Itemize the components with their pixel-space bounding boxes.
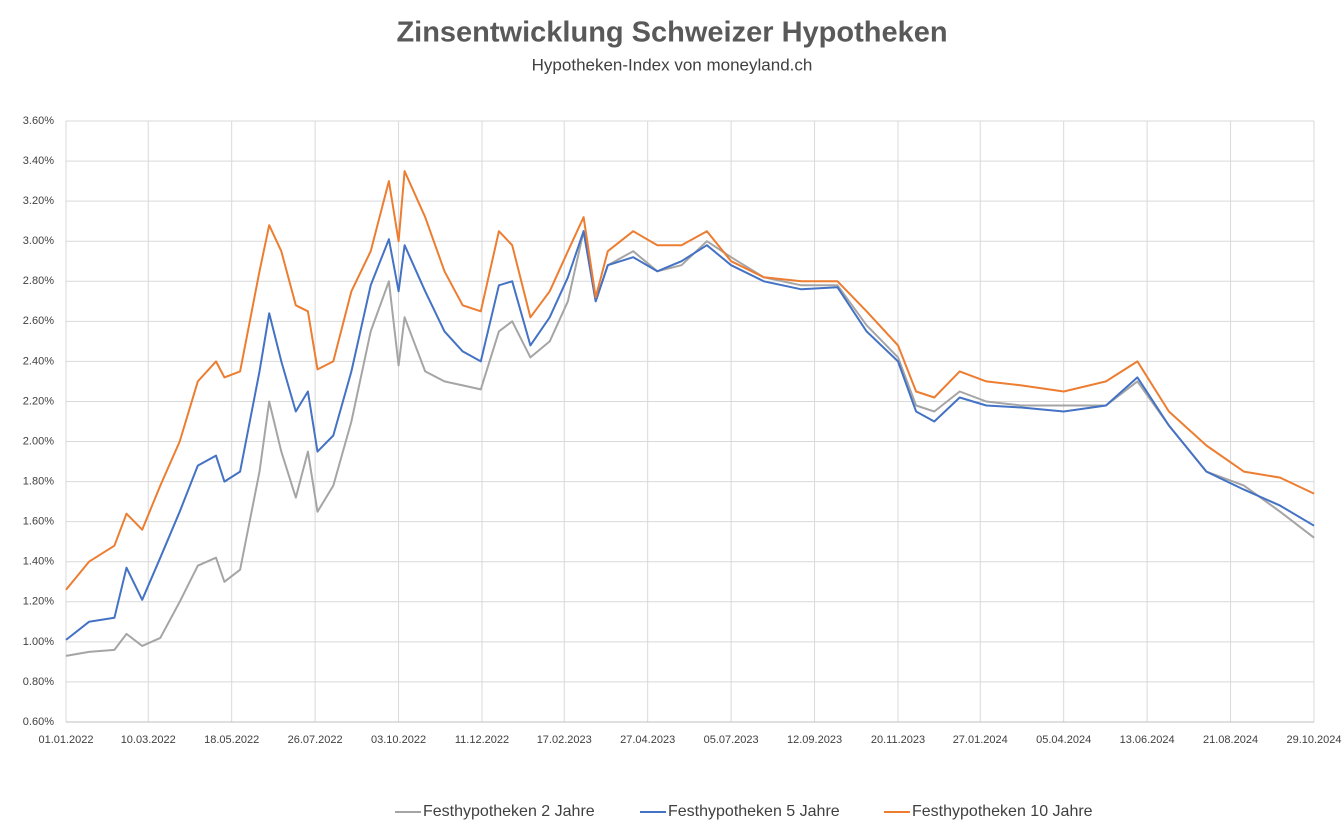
y-tick-label: 3.00%: [23, 235, 54, 247]
y-tick-label: 0.60%: [23, 716, 54, 728]
y-tick-label: 2.80%: [23, 275, 54, 287]
x-tick-label: 11.12.2022: [455, 734, 509, 746]
x-tick-label: 05.04.2024: [1036, 734, 1091, 746]
x-tick-label: 17.02.2023: [537, 734, 592, 746]
legend-label: Festhypotheken 10 Jahre: [912, 803, 1093, 820]
y-tick-label: 1.60%: [23, 516, 54, 528]
y-tick-label: 3.40%: [23, 155, 54, 167]
x-tick-label: 27.04.2023: [620, 734, 675, 746]
x-tick-label: 10.03.2022: [121, 734, 176, 746]
x-tick-label: 01.01.2022: [38, 734, 93, 746]
chart-title: Zinsentwicklung Schweizer Hypotheken: [396, 17, 947, 49]
y-tick-label: 1.40%: [23, 556, 54, 568]
x-tick-label: 20.11.2023: [871, 734, 925, 746]
x-tick-label: 03.10.2022: [371, 734, 426, 746]
x-tick-label: 26.07.2022: [288, 734, 343, 746]
x-tick-label: 29.10.2024: [1286, 734, 1341, 746]
x-tick-label: 27.01.2024: [953, 734, 1008, 746]
y-tick-label: 2.60%: [23, 315, 54, 327]
legend-label: Festhypotheken 2 Jahre: [423, 803, 595, 820]
x-tick-label: 13.06.2024: [1120, 734, 1175, 746]
data-line: [65, 230, 1315, 657]
data-line: [65, 230, 1315, 641]
y-tick-label: 2.20%: [23, 395, 54, 407]
chart-subtitle: Hypotheken-Index von moneyland.ch: [532, 55, 813, 74]
x-tick-label: 21.08.2024: [1203, 734, 1258, 746]
x-tick-label: 12.09.2023: [787, 734, 842, 746]
y-tick-label: 1.80%: [23, 476, 54, 488]
y-tick-label: 0.80%: [23, 676, 54, 688]
y-tick-label: 2.00%: [23, 435, 54, 447]
y-tick-label: 1.00%: [23, 636, 54, 648]
x-tick-label: 18.05.2022: [204, 734, 259, 746]
legend-label: Festhypotheken 5 Jahre: [668, 803, 840, 820]
y-tick-label: 3.60%: [23, 115, 54, 127]
x-tick-label: 05.07.2023: [704, 734, 759, 746]
y-tick-label: 1.20%: [23, 596, 54, 608]
data-line: [65, 170, 1315, 591]
y-tick-label: 2.40%: [23, 355, 54, 367]
y-tick-label: 3.20%: [23, 195, 54, 207]
